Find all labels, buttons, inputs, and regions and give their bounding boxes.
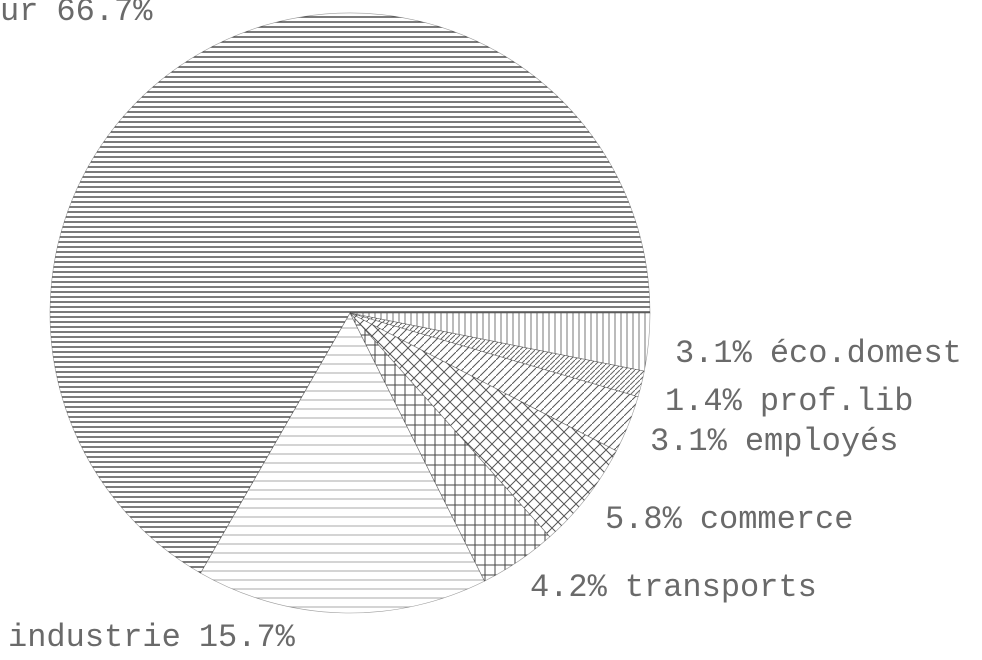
slice-label: 4.2% transports (530, 569, 817, 606)
value-label: 1.4% (665, 383, 743, 420)
category-label: prof.lib (760, 383, 914, 420)
labels: ur 66.7% industrie 15.7% 4.2% transports 5.8% c… (0, 0, 962, 656)
category-label: commerce (700, 501, 854, 538)
pie-slice (200, 312, 485, 614)
category-label: ur (0, 0, 38, 30)
slice-label: 3.1% employés (650, 423, 898, 460)
pie (49, 12, 651, 614)
pie-slice (349, 312, 651, 372)
slice-label: ur 66.7% (0, 0, 153, 30)
slice-label: 1.4% prof.lib (665, 383, 913, 420)
value-label: 15.7% (199, 619, 296, 656)
category-label: industrie (8, 619, 181, 656)
value-label: 5.8% (605, 501, 683, 538)
category-label: employés (745, 423, 899, 460)
slice-label: 5.8% commerce (605, 501, 853, 538)
slice-label: 3.1% éco.domest (675, 335, 962, 372)
value-label: 3.1% (650, 423, 728, 460)
category-label: transports (625, 569, 817, 606)
value-label: 66.7% (56, 0, 153, 30)
pie-slice (49, 12, 651, 574)
value-label: 4.2% (530, 569, 608, 606)
value-label: 3.1% (675, 335, 753, 372)
category-label: éco.domest (770, 335, 962, 372)
slice-label: industrie 15.7% (8, 619, 296, 656)
